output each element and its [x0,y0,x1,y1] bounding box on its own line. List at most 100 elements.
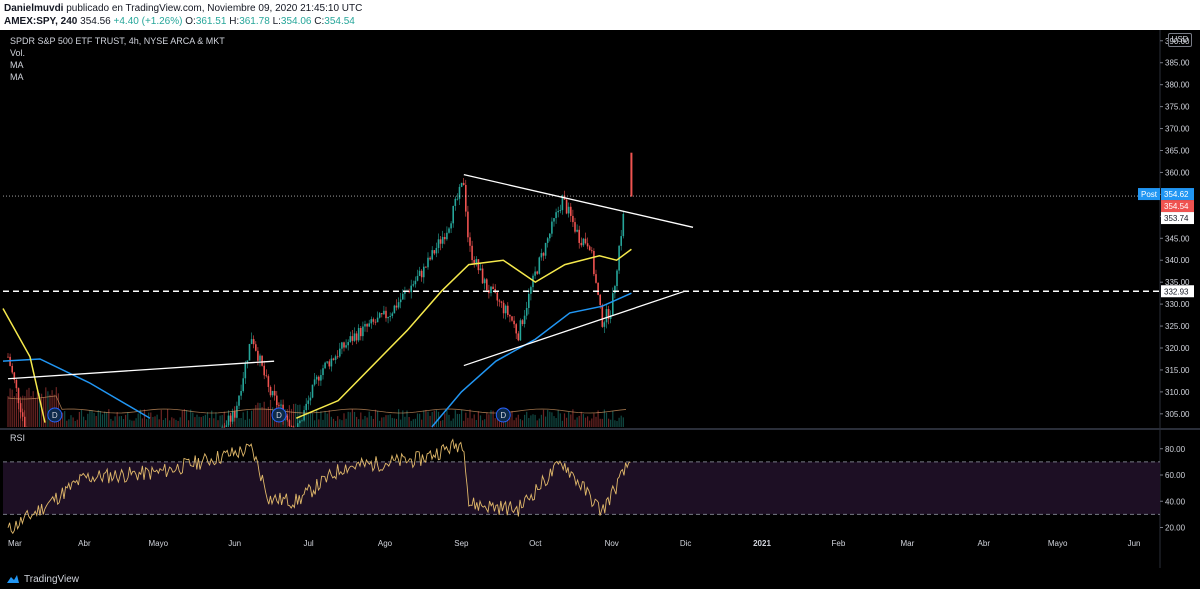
high-value: 361.78 [239,16,270,27]
volume-bar [370,415,372,427]
volume-bar [297,404,299,427]
candle [605,309,608,323]
price-tick-label: 360.00 [1165,168,1190,177]
trendline[interactable] [7,360,275,380]
volume-bar [580,411,582,427]
volume-bar [471,418,473,427]
candle [383,310,385,315]
candle [416,275,419,281]
ma-slow-line-early[interactable] [2,358,151,419]
dividend-marker[interactable] [271,407,287,423]
ma-slow-line[interactable] [431,292,632,428]
candle [263,365,265,376]
volume-bar [202,416,204,427]
candle [427,257,429,268]
price-tick-label: 370.00 [1165,125,1190,134]
candle [593,250,595,275]
candle [13,372,16,380]
dividend-marker[interactable] [495,407,511,423]
candle [399,299,402,303]
volume-bar [141,418,143,427]
rsi-legend[interactable]: RSI [10,433,26,443]
publish-line: Danielmuvdi publicado en TradingView.com… [4,3,362,14]
volume-bar [410,420,412,427]
volume-bar [112,420,114,427]
candle [374,321,377,323]
volume-bar [28,387,30,427]
candle [376,317,379,323]
candle [368,323,370,327]
candle [599,294,601,306]
date-tick-label: Oct [529,539,542,548]
trendline[interactable] [463,290,686,367]
volume-bar [465,412,467,427]
candle [544,242,547,256]
candle [574,222,576,232]
legend-ma-slow[interactable]: MA [10,72,24,82]
volume-bar [553,416,555,427]
volume-bar [431,411,433,427]
date-tick-label: Mar [8,539,22,548]
volume-bar [122,419,125,427]
candle [412,284,415,286]
volume-bar [238,418,240,427]
candle [252,339,255,345]
volume-bar [146,419,148,427]
volume-bar [70,415,72,427]
ma-fast-line[interactable] [296,248,632,419]
price-tick-label: 310.00 [1165,388,1190,397]
volume-bar [584,417,587,427]
currency-badge[interactable]: USD [1168,33,1192,47]
candle [223,426,226,428]
volume-bar [429,415,431,427]
date-tick-label: Jun [228,539,241,548]
candle [288,420,291,426]
volume-bar [307,412,309,427]
volume-bar [599,418,601,427]
volume-bar [362,419,364,427]
volume-bar [540,414,542,427]
candle [559,210,562,211]
date-tick-label: Nov [605,539,619,548]
candle [588,246,591,251]
volume-bar [171,417,173,427]
volume-bar [139,409,141,427]
price-chart[interactable]: 305.00 310.00 315.00 320.00 325.00 330.00 335.… [0,30,1200,568]
candle [339,348,341,357]
trendline[interactable] [463,174,694,228]
candle [454,198,457,206]
price-tick-label: 365.00 [1165,147,1190,156]
candle [351,336,354,341]
volume-bar [169,420,171,427]
volume-bar [383,417,385,427]
candle [612,293,614,316]
volume-bar [257,402,259,427]
date-tick-label: Abr [978,539,991,548]
price-tick-label: 385.00 [1165,59,1190,68]
dividend-marker[interactable] [47,407,63,423]
ma-fast-line-early[interactable] [2,308,46,423]
volume-bar [473,414,475,427]
publish-header: Danielmuvdi publicado en TradingView.com… [0,0,1200,30]
candle [391,313,394,316]
volume-bar [318,419,320,427]
volume-bar [314,420,316,427]
candle [429,257,431,260]
candle [389,315,391,317]
candle [614,286,616,294]
volume-bar [339,419,341,427]
volume-bar [479,415,482,427]
candle [525,307,528,316]
candle [433,250,436,254]
price-tick-label: 330.00 [1165,300,1190,309]
candle [360,327,362,337]
volume-bar [347,411,349,427]
legend-ma-fast[interactable]: MA [10,60,24,70]
post-tag-label: Post [1141,190,1158,199]
legend-volume[interactable]: Vol. [10,48,26,58]
volume-bar [446,410,448,427]
volume-bar [356,416,358,427]
volume-bar [38,393,41,427]
rsi-line[interactable] [7,438,631,535]
volume-bar [345,418,347,427]
